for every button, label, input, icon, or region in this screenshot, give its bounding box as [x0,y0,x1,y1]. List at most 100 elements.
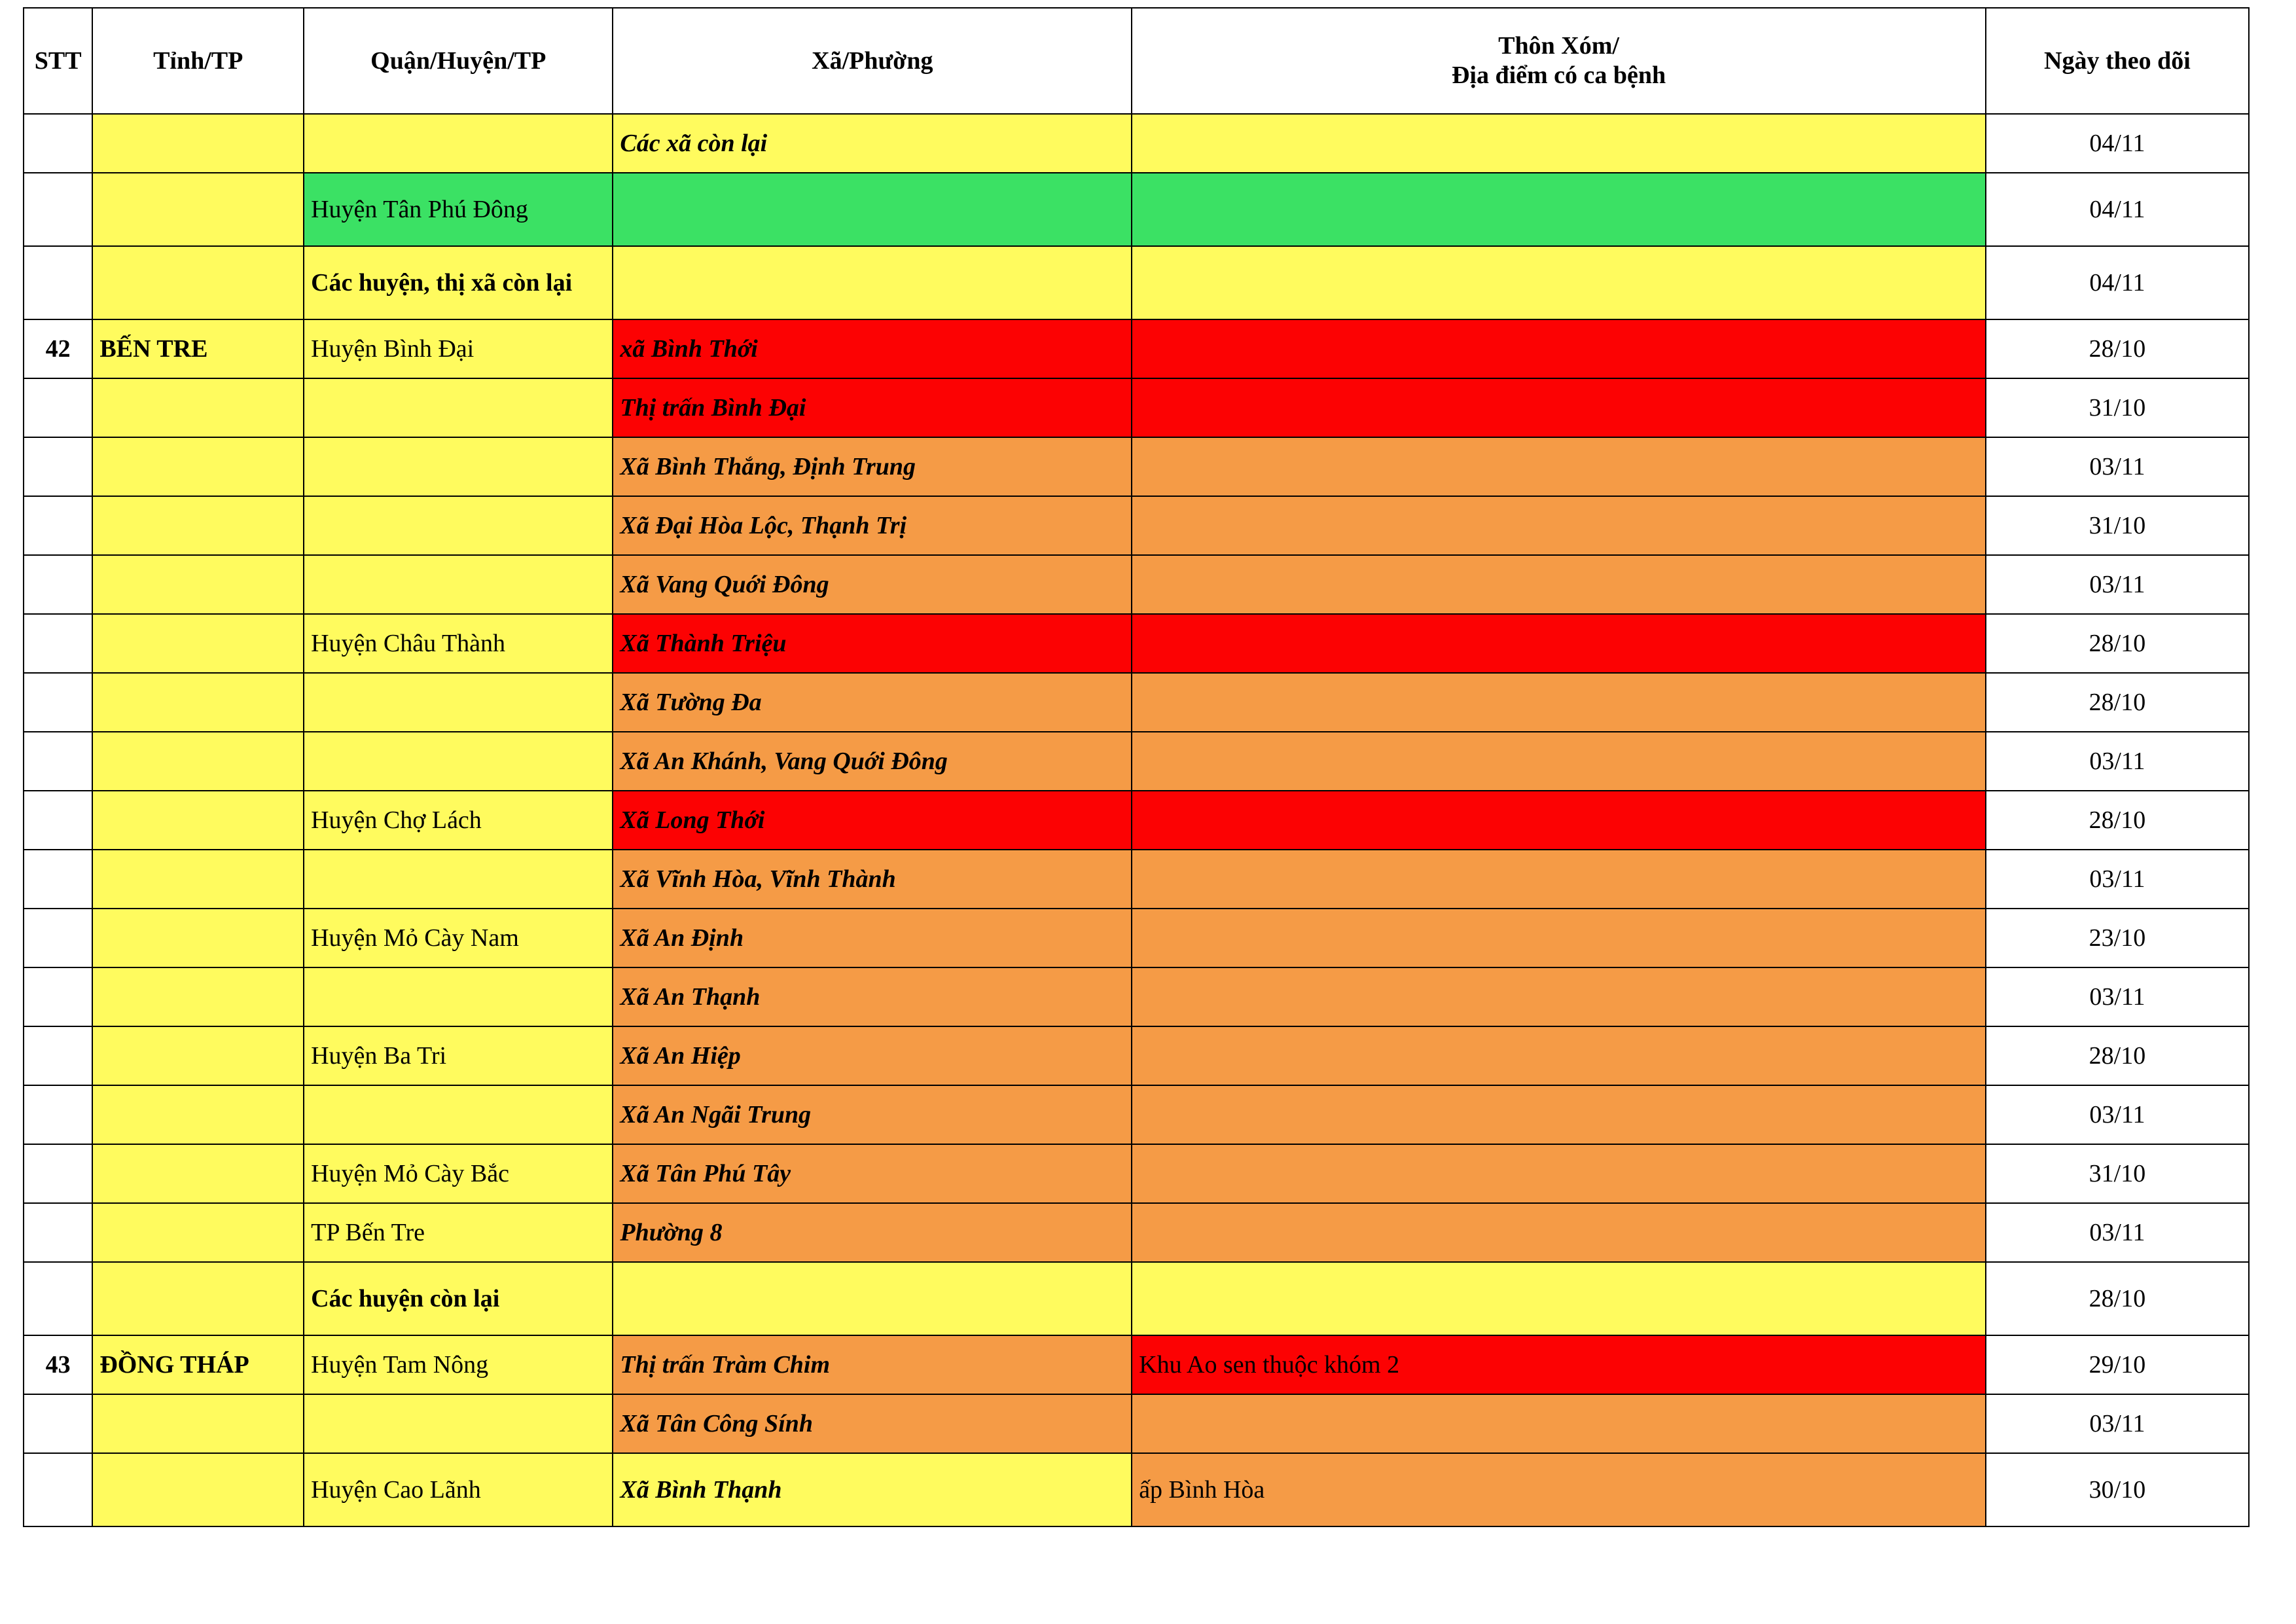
cell-tinh-tp [92,967,305,1027]
spreadsheet-sheet: STT Tỉnh/TP Quận/Huyện/TP Xã/Phường Thôn… [22,7,2250,1527]
cell-tinh-tp [92,172,305,247]
table-row: Các huyện còn lại 28/10 [22,1261,2250,1336]
table-row: Huyện Mỏ Cày Bắc Xã Tân Phú Tây 31/10 [22,1144,2250,1204]
cell-ngay-theo-doi: 03/11 [1984,1394,2250,1454]
cell-stt [22,1261,94,1336]
cell-quan-huyen-tp [303,554,614,615]
cell-xa-phuong: Phường 8 [612,1202,1133,1263]
cell-xa-phuong: Xã An Ngãi Trung [612,1085,1133,1145]
cell-stt: 42 [22,319,94,379]
cell-thon-xom [1131,672,1986,732]
cell-quan-huyen-tp [303,496,614,556]
cell-xa-phuong: Các xã còn lại [612,113,1133,173]
cell-xa-phuong: Xã Vang Quới Đông [612,554,1133,615]
table-row: Xã Tường Đa 28/10 [22,672,2250,732]
cell-xa-phuong [612,1261,1133,1336]
header-thon-xom-line2: Địa điểm có ca bệnh [1451,62,1666,89]
cell-ngay-theo-doi: 04/11 [1984,172,2250,247]
cell-thon-xom [1131,1144,1986,1204]
cell-thon-xom: ấp Bình Hòa [1131,1453,1986,1527]
header-tinh-tp: Tỉnh/TP [92,7,305,115]
cell-tinh-tp [92,790,305,850]
cell-stt [22,172,94,247]
cell-thon-xom [1131,1085,1986,1145]
cell-xa-phuong: Xã Tân Công Sính [612,1394,1133,1454]
cell-stt [22,1394,94,1454]
cell-thon-xom [1131,967,1986,1027]
cell-stt [22,849,94,909]
cell-stt [22,113,94,173]
cell-thon-xom [1131,908,1986,968]
cell-ngay-theo-doi: 28/10 [1984,790,2250,850]
cell-thon-xom [1131,613,1986,674]
table-row: 42 BẾN TRE Huyện Bình Đại xã Bình Thới 28/10 [22,319,2250,379]
cell-quan-huyen-tp [303,378,614,438]
cell-ngay-theo-doi: 03/11 [1984,1085,2250,1145]
header-quan-huyen-tp: Quận/Huyện/TP [303,7,614,115]
table-row: Xã An Ngãi Trung 03/11 [22,1085,2250,1145]
cell-thon-xom [1131,172,1986,247]
cell-thon-xom [1131,1202,1986,1263]
table-row: Xã Đại Hòa Lộc, Thạnh Trị 31/10 [22,496,2250,556]
cell-stt [22,613,94,674]
cell-tinh-tp [92,1144,305,1204]
cell-tinh-tp [92,849,305,909]
cell-thon-xom [1131,1394,1986,1454]
cell-ngay-theo-doi: 30/10 [1984,1453,2250,1527]
cell-tinh-tp [92,496,305,556]
cell-ngay-theo-doi: 04/11 [1984,245,2250,320]
cell-stt [22,554,94,615]
cell-stt [22,1026,94,1086]
cell-ngay-theo-doi: 03/11 [1984,437,2250,497]
cell-quan-huyen-tp: Huyện Tam Nông [303,1335,614,1395]
cell-quan-huyen-tp: Huyện Cao Lãnh [303,1453,614,1527]
cell-tinh-tp [92,731,305,791]
cell-quan-huyen-tp [303,1085,614,1145]
cell-stt: 43 [22,1335,94,1395]
cell-stt [22,908,94,968]
cell-stt [22,496,94,556]
cell-tinh-tp [92,378,305,438]
header-thon-xom: Thôn Xóm/ Địa điểm có ca bệnh [1131,7,1986,115]
cell-quan-huyen-tp: Huyện Bình Đại [303,319,614,379]
cell-thon-xom [1131,437,1986,497]
cell-ngay-theo-doi: 03/11 [1984,554,2250,615]
table-row: Huyện Ba Tri Xã An Hiệp 28/10 [22,1026,2250,1086]
cell-stt [22,731,94,791]
header-xa-phuong: Xã/Phường [612,7,1133,115]
cell-stt [22,1202,94,1263]
cell-stt [22,672,94,732]
table-row: Huyện Tân Phú Đông 04/11 [22,172,2250,247]
cell-tinh-tp [92,437,305,497]
table-row: TP Bến Tre Phường 8 03/11 [22,1202,2250,1263]
cell-quan-huyen-tp [303,849,614,909]
cell-tinh-tp [92,113,305,173]
cell-thon-xom [1131,1026,1986,1086]
cell-ngay-theo-doi: 28/10 [1984,613,2250,674]
cell-tinh-tp [92,1453,305,1527]
table-row: Thị trấn Bình Đại 31/10 [22,378,2250,438]
cell-tinh-tp [92,1202,305,1263]
cell-tinh-tp [92,672,305,732]
cell-tinh-tp [92,908,305,968]
cell-xa-phuong: Xã Long Thới [612,790,1133,850]
cell-quan-huyen-tp: Huyện Ba Tri [303,1026,614,1086]
cell-thon-xom [1131,790,1986,850]
cell-ngay-theo-doi: 28/10 [1984,672,2250,732]
table-row: Xã Bình Thắng, Định Trung 03/11 [22,437,2250,497]
cell-quan-huyen-tp [303,437,614,497]
cell-ngay-theo-doi: 03/11 [1984,849,2250,909]
cell-quan-huyen-tp: Các huyện, thị xã còn lại [303,245,614,320]
cell-stt [22,378,94,438]
cell-stt [22,1453,94,1527]
table-header-row: STT Tỉnh/TP Quận/Huyện/TP Xã/Phường Thôn… [22,7,2250,115]
cell-ngay-theo-doi: 03/11 [1984,1202,2250,1263]
cell-tinh-tp [92,1085,305,1145]
cell-thon-xom: Khu Ao sen thuộc khóm 2 [1131,1335,1986,1395]
cell-stt [22,437,94,497]
table-row: Xã An Khánh, Vang Quới Đông 03/11 [22,731,2250,791]
cell-thon-xom [1131,496,1986,556]
cell-xa-phuong: xã Bình Thới [612,319,1133,379]
cell-xa-phuong: Xã Tân Phú Tây [612,1144,1133,1204]
cell-xa-phuong [612,245,1133,320]
